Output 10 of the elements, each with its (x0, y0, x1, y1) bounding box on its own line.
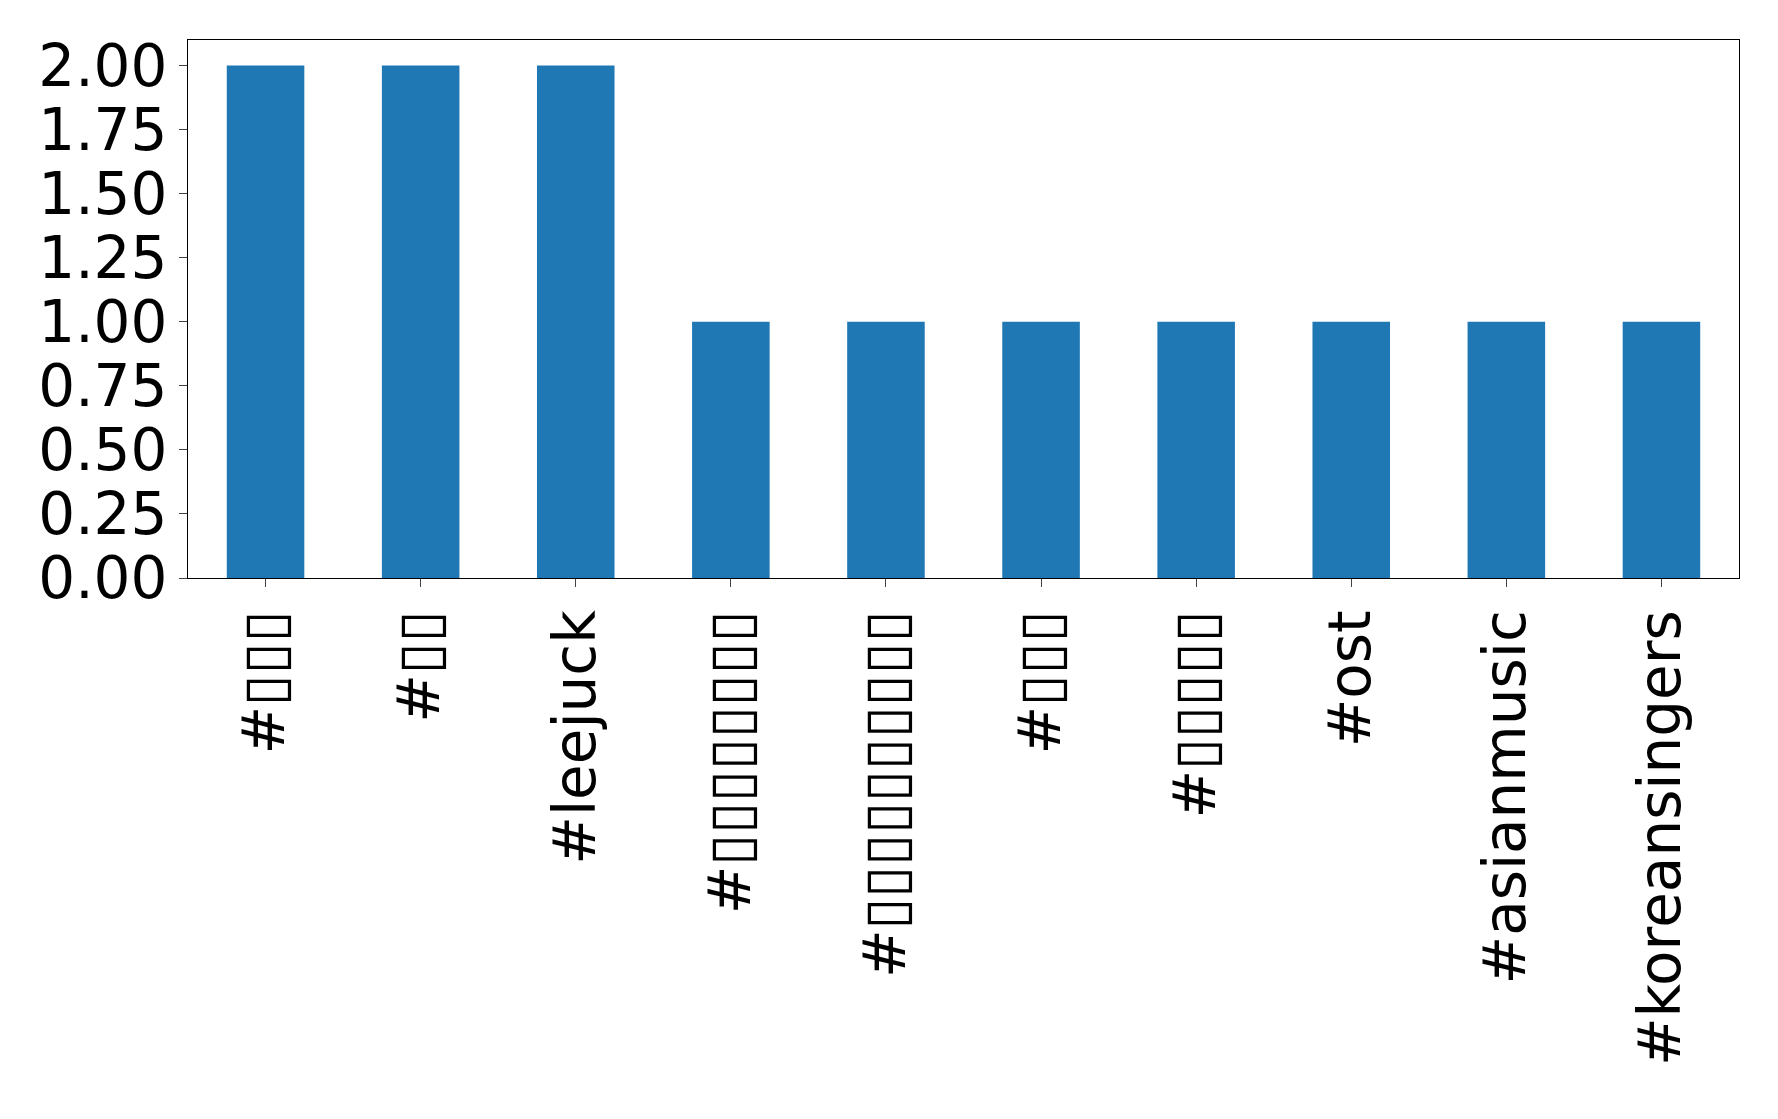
x-tick-label: #▯▯▯▯▯▯▯▯▯▯ (850, 610, 919, 978)
x-tick-label: #▯▯▯▯▯ (1161, 610, 1229, 819)
x-tick-label: #leejuck (540, 609, 609, 865)
x-tick-label: #koreansingers (1626, 610, 1695, 1067)
x-tick-label: #▯▯▯ (230, 610, 299, 755)
x-tick-label: #▯▯▯▯▯▯▯▯ (695, 610, 764, 915)
x-tick-label: #asianmusic (1471, 610, 1540, 985)
x-tick-label: #ost (1316, 610, 1385, 748)
x-tick-label: #▯▯ (385, 610, 454, 723)
x-tick-label: #▯▯▯ (1005, 610, 1074, 755)
